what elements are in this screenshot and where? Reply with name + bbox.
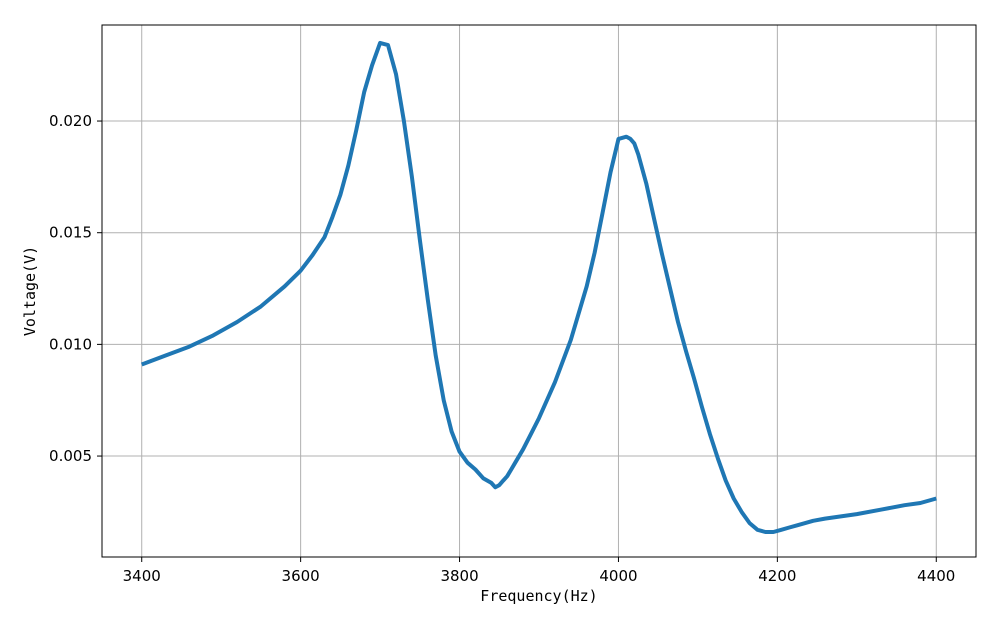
axis-ticks: 3400 3600 3800 4000 4200 4400 0.005 0.010 0.015 0… xyxy=(49,112,955,585)
series-layer xyxy=(140,40,937,534)
y-tick-label: 0.015 xyxy=(49,224,92,242)
plot-area-frame xyxy=(101,24,977,558)
x-tick-label: 3800 xyxy=(440,567,478,585)
grid xyxy=(102,25,976,557)
x-tick-label: 4400 xyxy=(917,567,955,585)
y-tick-label: 0.005 xyxy=(49,447,92,465)
x-tick-label: 4200 xyxy=(758,567,796,585)
y-tick-label: 0.020 xyxy=(49,112,92,130)
y-axis-label: Voltage(V) xyxy=(21,246,39,336)
x-tick-label: 4000 xyxy=(599,567,637,585)
x-axis-label: Frequency(Hz) xyxy=(480,587,597,605)
voltage-line xyxy=(140,40,937,534)
x-tick-label: 3600 xyxy=(282,567,320,585)
x-tick-label: 3400 xyxy=(123,567,161,585)
y-tick-label: 0.010 xyxy=(49,335,92,353)
